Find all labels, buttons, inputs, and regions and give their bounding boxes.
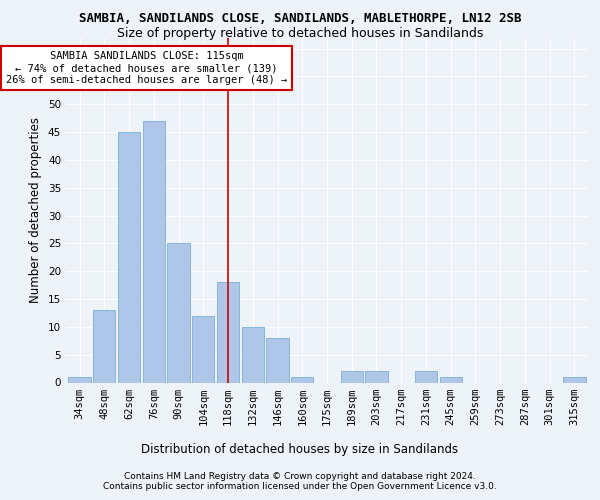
Bar — [365, 372, 388, 382]
Bar — [341, 372, 363, 382]
Text: Contains public sector information licensed under the Open Government Licence v3: Contains public sector information licen… — [103, 482, 497, 491]
Bar — [93, 310, 115, 382]
Bar — [415, 372, 437, 382]
Y-axis label: Number of detached properties: Number of detached properties — [29, 117, 43, 303]
Text: SAMBIA, SANDILANDS CLOSE, SANDILANDS, MABLETHORPE, LN12 2SB: SAMBIA, SANDILANDS CLOSE, SANDILANDS, MA… — [79, 12, 521, 26]
Text: Distribution of detached houses by size in Sandilands: Distribution of detached houses by size … — [142, 442, 458, 456]
Bar — [143, 121, 165, 382]
Bar — [563, 377, 586, 382]
Bar — [68, 377, 91, 382]
Bar — [167, 244, 190, 382]
Text: Contains HM Land Registry data © Crown copyright and database right 2024.: Contains HM Land Registry data © Crown c… — [124, 472, 476, 481]
Text: SAMBIA SANDILANDS CLOSE: 115sqm
← 74% of detached houses are smaller (139)
26% o: SAMBIA SANDILANDS CLOSE: 115sqm ← 74% of… — [6, 52, 287, 84]
Bar — [242, 327, 264, 382]
Bar — [440, 377, 462, 382]
Bar — [118, 132, 140, 382]
Text: Size of property relative to detached houses in Sandilands: Size of property relative to detached ho… — [117, 28, 483, 40]
Bar — [192, 316, 214, 382]
Bar — [291, 377, 313, 382]
Bar — [217, 282, 239, 382]
Bar — [266, 338, 289, 382]
